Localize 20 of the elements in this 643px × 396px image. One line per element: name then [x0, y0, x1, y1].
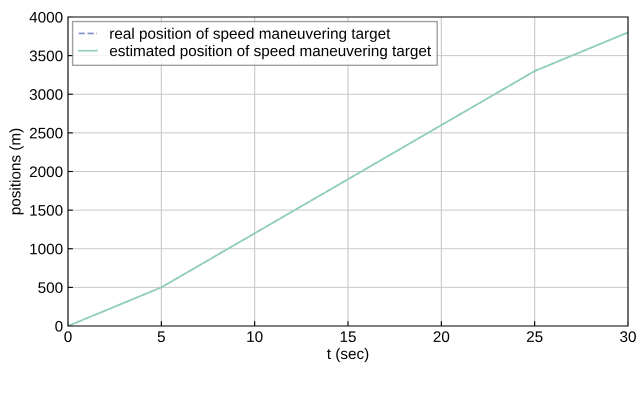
y-tick-label: 2500 [30, 128, 63, 139]
x-axis-title: t (sec) [327, 348, 368, 362]
y-tick-label: 1500 [30, 204, 63, 216]
x-tick-label: 0 [64, 331, 72, 342]
legend-label: real position of speed maneuvering target [110, 28, 390, 42]
y-tick-label: 2000 [30, 166, 63, 178]
y-tick-label: 3000 [30, 89, 63, 100]
y-tick-label: 4000 [30, 12, 63, 23]
legend-label: estimated position of speed maneuvering target [110, 44, 432, 60]
x-tick-label: 25 [526, 331, 543, 342]
x-tick-label: 10 [247, 331, 263, 342]
y-tick-label: 500 [38, 282, 63, 294]
y-axis-title: positions (m) [9, 128, 24, 214]
y-tick-label: 1000 [30, 244, 63, 254]
x-tick-label: 15 [340, 331, 356, 342]
y-tick-label: 3500 [30, 50, 63, 62]
x-tick-label: 5 [158, 331, 165, 342]
x-tick-label: 30 [620, 331, 636, 342]
x-tick-label: 20 [434, 331, 450, 342]
y-tick-label: 0 [55, 320, 63, 332]
